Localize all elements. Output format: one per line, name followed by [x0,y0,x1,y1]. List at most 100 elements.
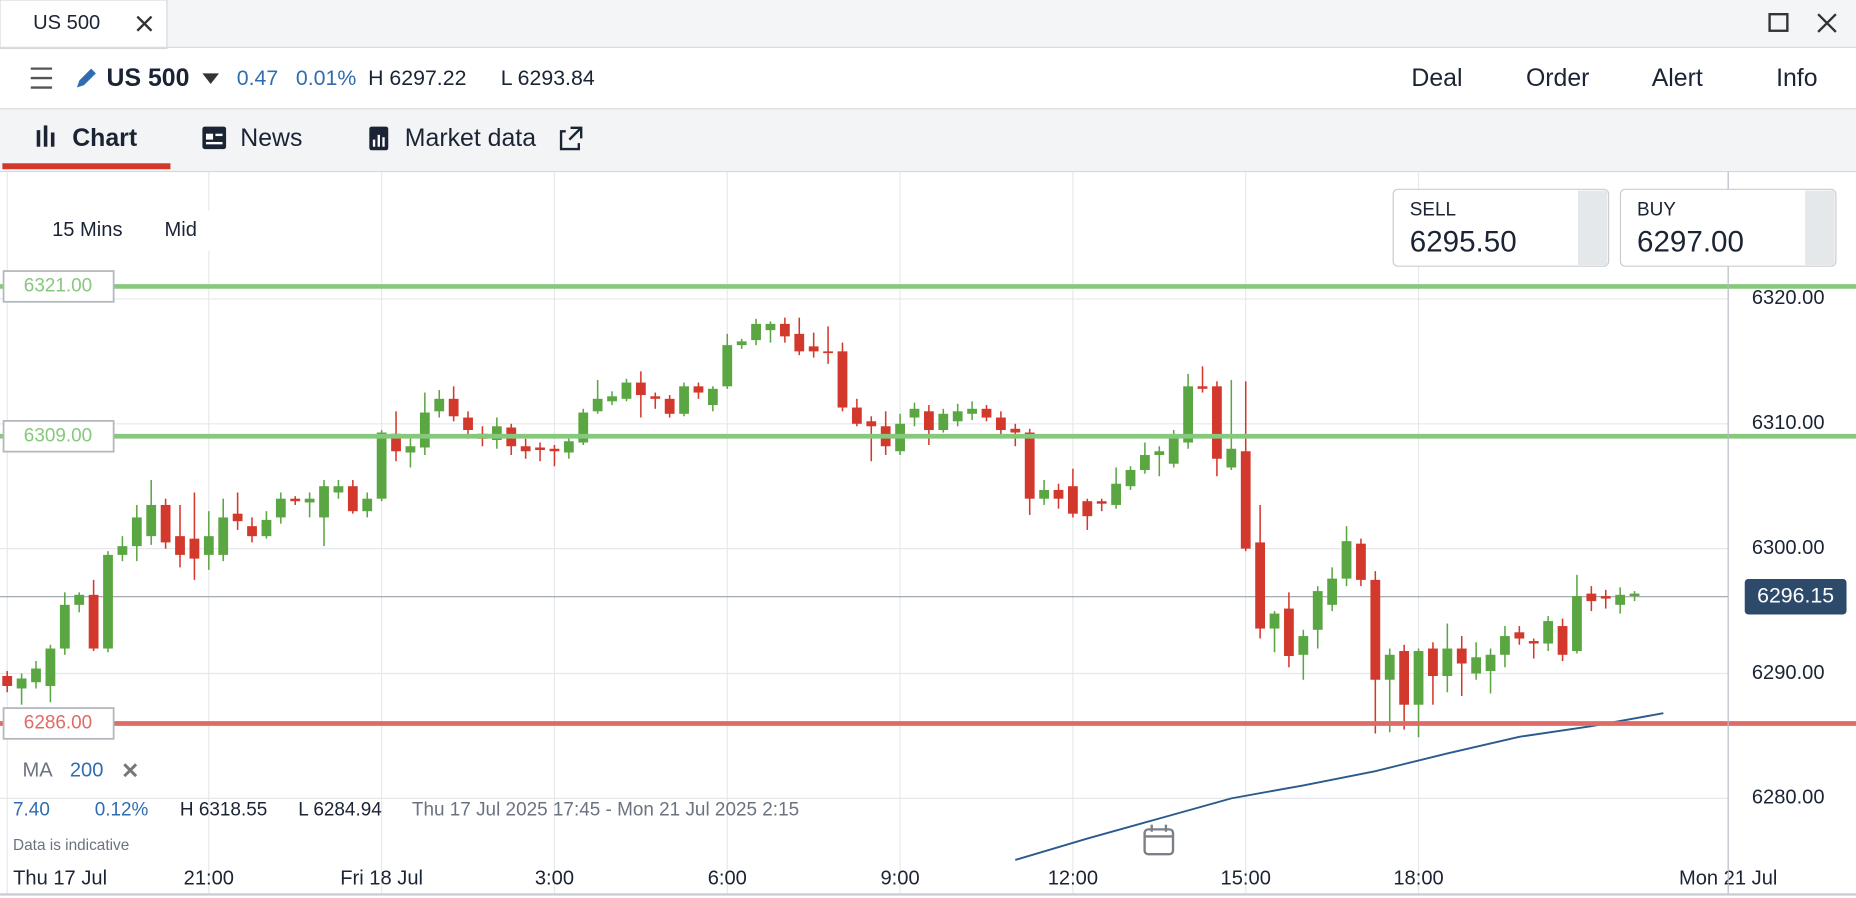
candle-body [1557,626,1568,655]
external-link-icon[interactable] [559,126,583,151]
candle-body [1082,501,1093,517]
buy-price: 6297.00 [1637,226,1744,259]
title-bar [0,0,1856,48]
candle-body [650,396,661,399]
candle-body [1183,386,1194,443]
period-range: Thu 17 Jul 2025 17:45 - Mon 21 Jul 2025 … [412,799,799,820]
price-type[interactable]: Mid [165,219,197,241]
candle-body [592,398,603,412]
candle-body [693,386,704,393]
candle-body [175,536,185,555]
x-tick-label: Fri 18 Jul [340,867,423,889]
level-label-box [2,707,115,740]
ma-period: 200 [70,760,104,782]
buy-button[interactable] [1619,188,1837,267]
candle-body [1341,541,1352,579]
tab[interactable]: News [240,125,302,152]
candle-body [1140,454,1150,470]
candle-body [1168,436,1179,464]
edit-icon[interactable] [76,68,96,88]
close-window-icon[interactable] [1817,13,1837,33]
candle-body [952,411,963,422]
x-tick-label: 21:00 [184,867,234,889]
tab[interactable]: Chart [72,125,137,152]
candle-body [1514,632,1525,639]
sell-spinner [1577,190,1608,266]
action-button[interactable]: Info [1776,65,1817,92]
period-low: L 6284.94 [298,799,382,820]
candle-body [31,668,41,683]
candle-body [751,323,761,341]
period-change: 7.40 [13,799,50,820]
candle-body [1471,657,1482,674]
candle-body [1284,608,1294,657]
instrument-name[interactable]: US 500 [107,65,190,92]
y-tick-label: 6280.00 [1752,787,1825,809]
dropdown-caret[interactable] [202,73,219,85]
candle-body [117,546,128,555]
sell-price: 6295.50 [1410,226,1517,259]
candle-body [146,504,157,537]
tab[interactable]: Market data [405,125,536,152]
sell-button[interactable] [1392,188,1610,267]
candle-body [131,517,142,547]
candle-body [1500,636,1510,655]
window-tab-title: US 500 [33,12,100,34]
candle-body [1298,636,1309,655]
active-tab-indicator [2,163,171,170]
window-tab[interactable] [0,0,168,50]
action-button[interactable]: Deal [1411,65,1462,92]
candle-body [405,446,416,453]
candle-body [1269,613,1280,629]
level-label-box [2,270,115,303]
candle-body [347,486,358,512]
candle-body [1543,621,1554,644]
candle-body [160,504,171,543]
candle-body [1629,593,1640,597]
candle-body [74,594,85,605]
candle-body [1615,594,1626,605]
candle-body [434,398,445,412]
candle-body [491,426,502,441]
y-tick-label: 6320.00 [1752,287,1825,309]
candle-body [794,333,805,352]
close-tab-icon[interactable] [136,15,153,32]
candle-body [779,323,790,337]
candle-body [923,411,934,431]
action-button[interactable]: Order [1526,65,1590,92]
x-tick-label: 18:00 [1393,867,1443,889]
candle-body [1572,596,1582,652]
menu-icon[interactable] [30,67,53,89]
interval[interactable]: 15 Mins [52,219,122,241]
candle-body [1413,651,1424,705]
candle-body [621,382,632,399]
buy-spinner [1805,190,1835,266]
action-button[interactable]: Alert [1652,65,1703,92]
level-label: 6321.00 [24,275,92,296]
candle-body [1212,386,1222,459]
candle-body [333,486,344,493]
toolbar [35,210,214,251]
candle-body [1370,579,1381,680]
candle-body [189,538,200,559]
candle-body [1399,651,1410,705]
candle-body [995,417,1006,431]
candle-body [1039,489,1049,499]
candle-body [679,386,689,414]
news-tab-icon [202,126,227,150]
tabs: Chart News Market data [72,125,536,152]
maximize-icon[interactable] [1768,13,1789,32]
candle-body [707,388,718,406]
candle-body [218,517,229,555]
remove-ma-icon[interactable] [123,763,138,778]
current-price-label: 6296.15 [1757,583,1834,607]
x-tick-label: 9:00 [881,867,920,889]
level-label: 6286.00 [24,712,92,733]
calendar-icon[interactable] [1143,824,1175,856]
candle-body [909,408,920,418]
candle-body [1125,469,1136,487]
candle-body [261,519,272,537]
candle-body [823,351,833,354]
candle-body [578,412,589,443]
candle-body [1255,542,1266,629]
